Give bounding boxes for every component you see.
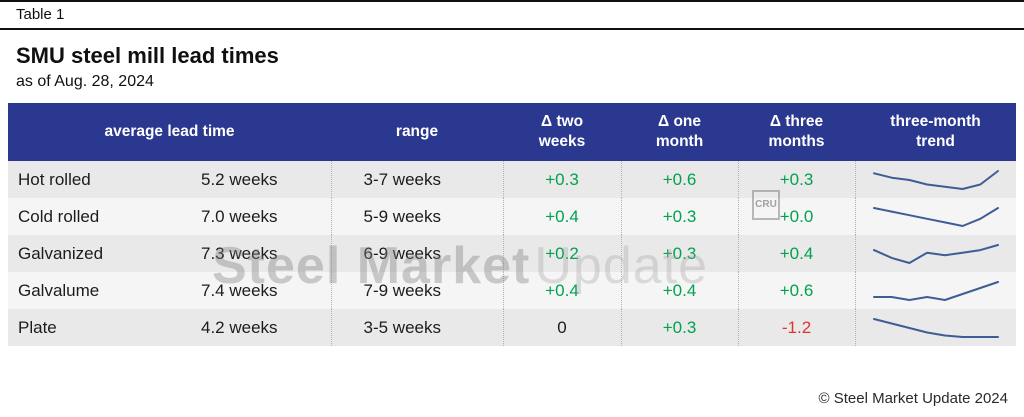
- delta-one-month-cell: +0.3: [620, 198, 739, 235]
- col-header-delta-two-weeks: Δ two weeks: [503, 103, 622, 161]
- delta-one-month-cell: +0.3: [620, 309, 739, 346]
- range-cell: 3-5 weeks: [330, 309, 504, 346]
- table-label: Table 1: [16, 6, 65, 23]
- delta-two-weeks-cell: 0: [502, 309, 622, 346]
- trend-sparkline: [854, 235, 1017, 272]
- delta-two-weeks-cell: +0.4: [502, 198, 622, 235]
- delta-three-months-cell: +0.6: [737, 272, 856, 309]
- header-row: average lead time range Δ two weeks Δ on…: [8, 103, 1017, 161]
- delta-three-months-cell: +0.3: [737, 161, 856, 198]
- delta-three-months-cell: -1.2: [737, 309, 856, 346]
- product-cell: Hot rolled: [18, 169, 91, 189]
- delta-three-months-cell: +0.4: [737, 235, 856, 272]
- delta-three-months-cell: +0.0: [737, 198, 856, 235]
- range-cell: 6-9 weeks: [330, 235, 504, 272]
- table-row-cold-rolled: Cold rolled 7.0 weeks 5-9 weeks +0.4 +0.…: [8, 198, 1017, 235]
- avg-lead-time-cell: 5.2 weeks: [201, 169, 278, 189]
- trend-sparkline: [854, 272, 1017, 309]
- delta-two-weeks-cell: +0.4: [502, 272, 622, 309]
- table-row-hot-rolled: Hot rolled 5.2 weeks 3-7 weeks +0.3 +0.6…: [8, 161, 1017, 198]
- col-header-delta-three-months: Δ three months: [738, 103, 856, 161]
- col-header-delta-one-month: Δ one month: [621, 103, 739, 161]
- table-row-galvalume: Galvalume 7.4 weeks 7-9 weeks +0.4 +0.4 …: [8, 272, 1017, 309]
- table-row-galvanized: Galvanized 7.3 weeks 6-9 weeks +0.2 +0.3…: [8, 235, 1017, 272]
- avg-lead-time-cell: 7.4 weeks: [201, 280, 278, 300]
- product-cell: Plate: [18, 317, 57, 337]
- avg-lead-time-cell: 4.2 weeks: [201, 317, 278, 337]
- avg-lead-time-cell: 7.3 weeks: [201, 243, 278, 263]
- product-cell: Galvanized: [18, 243, 104, 263]
- product-cell: Cold rolled: [18, 206, 100, 226]
- trend-sparkline: [854, 309, 1017, 346]
- divider-rule: [0, 28, 1024, 30]
- range-cell: 3-7 weeks: [330, 161, 504, 198]
- col-header-average-lead-time: average lead time: [8, 103, 332, 161]
- delta-two-weeks-cell: +0.2: [502, 235, 622, 272]
- lead-times-table: average lead time range Δ two weeks Δ on…: [8, 103, 1017, 346]
- product-cell: Galvalume: [18, 280, 100, 300]
- delta-one-month-cell: +0.6: [620, 161, 739, 198]
- col-header-range: range: [331, 103, 504, 161]
- delta-one-month-cell: +0.3: [620, 235, 739, 272]
- top-rule: [0, 0, 1024, 2]
- table-row-plate: Plate 4.2 weeks 3-5 weeks 0 +0.3 -1.2: [8, 309, 1017, 346]
- page-subtitle: as of Aug. 28, 2024: [16, 73, 154, 90]
- range-cell: 5-9 weeks: [330, 198, 504, 235]
- trend-sparkline: [854, 198, 1017, 235]
- delta-two-weeks-cell: +0.3: [502, 161, 622, 198]
- avg-lead-time-cell: 7.0 weeks: [201, 206, 278, 226]
- range-cell: 7-9 weeks: [330, 272, 504, 309]
- page-title: SMU steel mill lead times: [16, 43, 279, 68]
- copyright-text: © Steel Market Update 2024: [818, 390, 1009, 407]
- delta-one-month-cell: +0.4: [620, 272, 739, 309]
- trend-sparkline: [854, 161, 1017, 198]
- col-header-three-month-trend: three-month trend: [855, 103, 1017, 161]
